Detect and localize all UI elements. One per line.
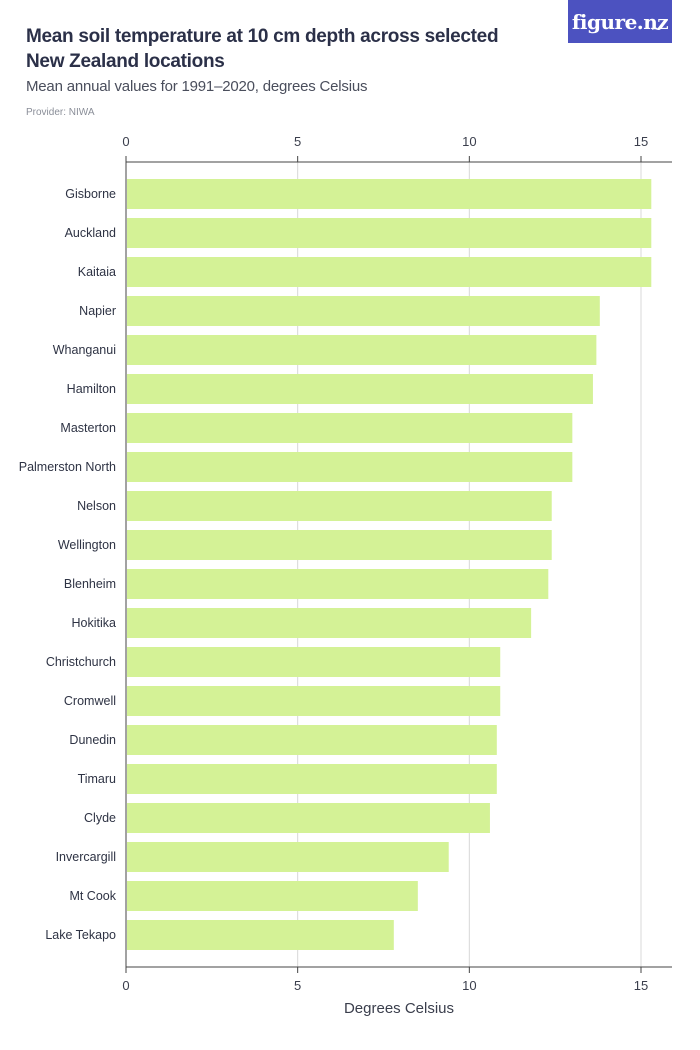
category-label: Dunedin	[69, 733, 116, 747]
category-label: Hamilton	[67, 382, 116, 396]
category-label: Mt Cook	[69, 889, 116, 903]
logo-text: figure.nz	[571, 9, 669, 34]
bar	[127, 881, 418, 911]
bar	[127, 764, 497, 794]
x-tick-label-top: 5	[294, 134, 301, 149]
category-label: Clyde	[84, 811, 116, 825]
bar	[127, 686, 501, 716]
category-label: Whanganui	[53, 343, 116, 357]
category-label: Cromwell	[64, 694, 116, 708]
bar	[127, 257, 652, 287]
bar	[127, 413, 573, 443]
x-tick-label-bottom: 10	[462, 978, 476, 993]
bars	[127, 179, 652, 950]
category-label: Napier	[79, 304, 116, 318]
category-label: Palmerston North	[19, 460, 116, 474]
bar	[127, 491, 552, 521]
axes: 0 0 5 5 10 10 15 15	[122, 134, 672, 993]
bar	[127, 569, 549, 599]
bar	[127, 608, 532, 638]
category-label: Blenheim	[64, 577, 116, 591]
bar	[127, 647, 501, 677]
category-label: Christchurch	[46, 655, 116, 669]
category-labels: Gisborne Auckland Kaitaia Napier Whanganui Ha…	[19, 187, 117, 942]
category-label: Auckland	[65, 226, 116, 240]
chart-subtitle: Mean annual values for 1991–2020, degree…	[26, 78, 368, 95]
category-label: Hokitika	[72, 616, 117, 630]
bar	[127, 452, 573, 482]
category-label: Wellington	[58, 538, 116, 552]
logo-tilde-icon: ~	[650, 21, 663, 37]
bar	[127, 179, 652, 209]
category-label: Nelson	[77, 499, 116, 513]
bar	[127, 530, 552, 560]
category-label: Masterton	[60, 421, 116, 435]
bar	[127, 218, 652, 248]
bar	[127, 842, 449, 872]
x-axis-label: Degrees Celsius	[344, 1000, 454, 1017]
bar	[127, 803, 490, 833]
bar	[127, 920, 394, 950]
category-label: Kaitaia	[78, 265, 116, 279]
category-label: Timaru	[78, 772, 116, 786]
category-label: Invercargill	[56, 850, 116, 864]
bar	[127, 725, 497, 755]
provider-credit: Provider: NIWA	[26, 107, 95, 118]
x-tick-label-bottom: 5	[294, 978, 301, 993]
x-tick-label-bottom: 0	[122, 978, 129, 993]
x-tick-label-top: 0	[122, 134, 129, 149]
chart-title: Mean soil temperature at 10 cm depth acr…	[26, 26, 499, 72]
x-tick-label-top: 15	[634, 134, 648, 149]
category-label: Lake Tekapo	[45, 928, 116, 942]
bar	[127, 296, 600, 326]
x-tick-label-bottom: 15	[634, 978, 648, 993]
x-tick-label-top: 10	[462, 134, 476, 149]
category-label: Gisborne	[65, 187, 116, 201]
bar	[127, 374, 593, 404]
figure-nz-logo[interactable]: figure.nz ~	[568, 0, 672, 43]
bar	[127, 335, 597, 365]
